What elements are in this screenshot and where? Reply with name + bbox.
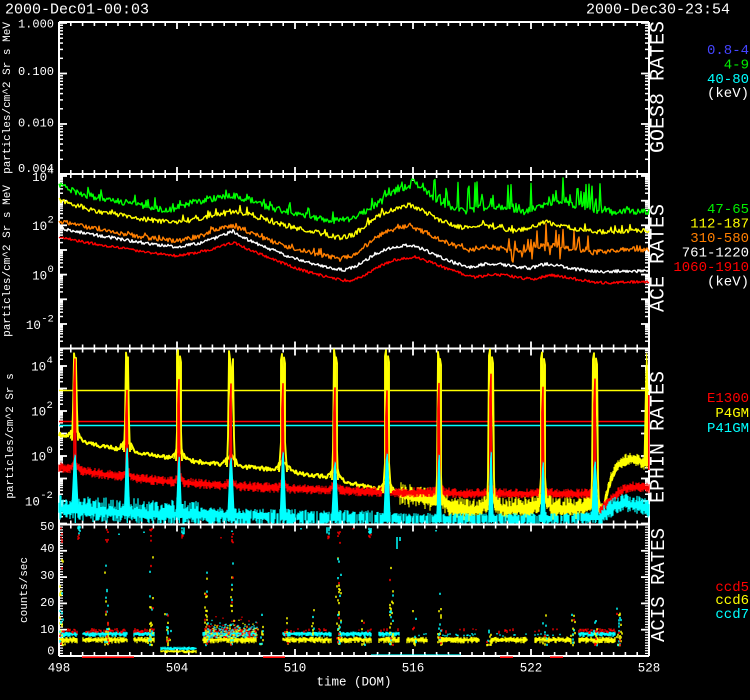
svg-text:20: 20: [40, 596, 54, 610]
svg-text:2: 2: [47, 400, 53, 412]
svg-text:ccd5: ccd5: [715, 580, 749, 596]
svg-text:10: 10: [40, 623, 54, 637]
svg-text:40: 40: [40, 542, 54, 556]
svg-text:EPHIN RATES: EPHIN RATES: [648, 371, 671, 503]
svg-text:47-65: 47-65: [707, 202, 749, 218]
svg-text:-2: -2: [41, 314, 54, 326]
svg-text:particles/cm^2 Sr s MeV: particles/cm^2 Sr s MeV: [2, 185, 14, 337]
svg-text:(keV): (keV): [707, 86, 749, 102]
svg-text:2000-Dec01-00:03: 2000-Dec01-00:03: [5, 2, 149, 19]
svg-text:510: 510: [284, 662, 307, 676]
svg-text:2: 2: [48, 215, 54, 227]
svg-text:10: 10: [31, 451, 46, 465]
svg-text:504: 504: [166, 662, 189, 676]
svg-text:time (DOM): time (DOM): [316, 676, 391, 690]
svg-text:particles/cm^2 Sr s: particles/cm^2 Sr s: [5, 373, 17, 498]
svg-text:4: 4: [47, 355, 53, 367]
svg-text:ccd7: ccd7: [715, 607, 749, 623]
svg-text:528: 528: [638, 662, 661, 676]
svg-text:10: 10: [26, 319, 41, 333]
svg-text:0: 0: [47, 445, 53, 457]
svg-text:516: 516: [402, 662, 425, 676]
svg-text:50: 50: [40, 520, 54, 534]
svg-text:0.100: 0.100: [18, 65, 54, 79]
svg-text:E1300: E1300: [707, 391, 749, 407]
svg-text:0.004: 0.004: [18, 162, 54, 176]
svg-text:10: 10: [32, 220, 47, 234]
svg-text:particles/cm^2 Sr s MeV: particles/cm^2 Sr s MeV: [2, 22, 14, 174]
svg-text:112-187: 112-187: [690, 217, 749, 233]
svg-text:ACE RATES: ACE RATES: [648, 204, 671, 312]
svg-text:(keV): (keV): [707, 275, 749, 291]
svg-text:0: 0: [48, 264, 54, 276]
svg-text:-2: -2: [40, 490, 53, 502]
svg-text:P41GM: P41GM: [707, 421, 749, 437]
svg-text:10: 10: [25, 496, 40, 510]
svg-text:310-580: 310-580: [690, 231, 749, 247]
svg-text:counts/sec: counts/sec: [19, 557, 31, 623]
svg-text:522: 522: [520, 662, 543, 676]
svg-text:10: 10: [31, 361, 46, 375]
svg-text:10: 10: [31, 406, 46, 420]
svg-text:10: 10: [32, 171, 47, 185]
svg-text:0.8-4: 0.8-4: [707, 43, 749, 59]
svg-text:ACIS RATES: ACIS RATES: [648, 528, 670, 642]
svg-text:0.010: 0.010: [18, 117, 54, 131]
svg-text:4-9: 4-9: [724, 58, 749, 74]
svg-text:2000-Dec30-23:54: 2000-Dec30-23:54: [586, 2, 730, 19]
svg-text:GOES8 RATES: GOES8 RATES: [648, 21, 671, 153]
svg-text:4: 4: [48, 166, 54, 178]
svg-text:1060-1910: 1060-1910: [673, 260, 749, 276]
svg-text:498: 498: [48, 662, 71, 676]
svg-text:P4GM: P4GM: [715, 406, 749, 422]
svg-text:0: 0: [47, 645, 54, 659]
svg-text:1.000: 1.000: [18, 18, 54, 32]
svg-text:10: 10: [32, 270, 47, 284]
svg-text:ccd6: ccd6: [715, 593, 749, 609]
svg-text:761-1220: 761-1220: [682, 246, 749, 262]
svg-text:30: 30: [40, 569, 54, 583]
svg-text:40-80: 40-80: [707, 72, 749, 88]
